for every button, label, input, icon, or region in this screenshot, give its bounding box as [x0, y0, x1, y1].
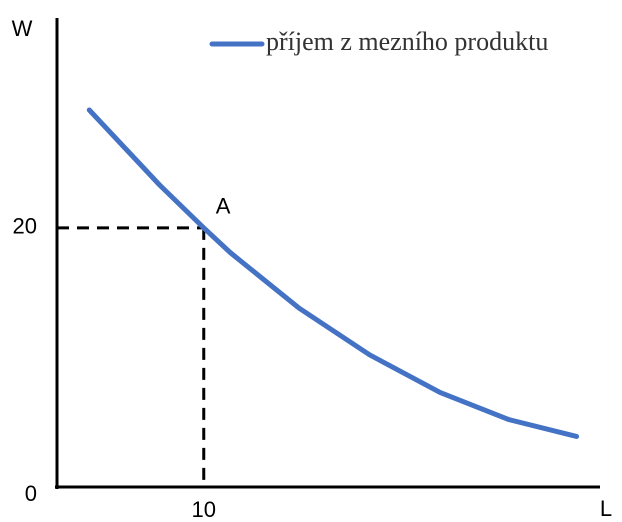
annotation-label: A — [216, 194, 231, 219]
legend-label: příjem z mezního produktu — [266, 27, 548, 56]
y-tick-label: 20 — [13, 214, 37, 239]
x-tick-label: 10 — [192, 497, 216, 522]
y-axis-label: W — [12, 16, 33, 41]
y-tick-label: 0 — [25, 481, 37, 506]
series-line — [86, 107, 580, 439]
x-axis-label: L — [600, 496, 612, 521]
